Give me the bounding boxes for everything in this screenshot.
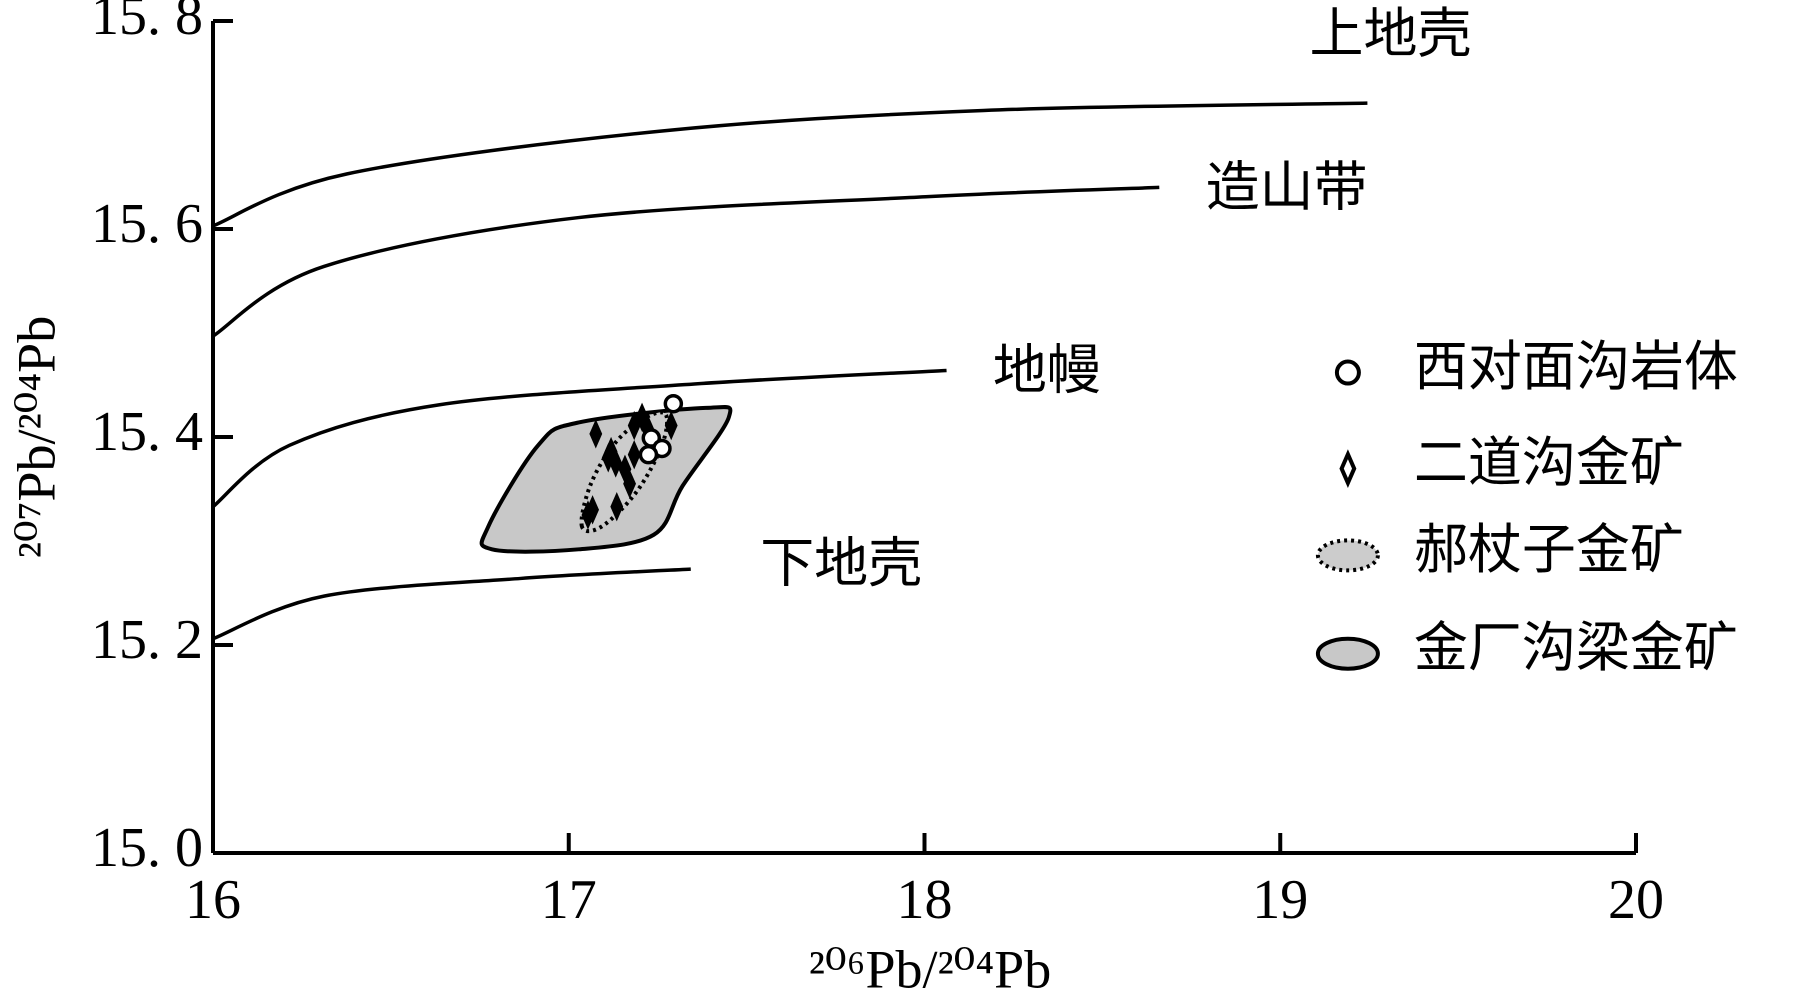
y-tick-label: 15. 4 (91, 401, 203, 463)
reference-curve (212, 185, 1160, 338)
point (601, 443, 615, 473)
legend-label: 金厂沟梁金矿 (1414, 618, 1738, 678)
point (589, 419, 603, 449)
curve-label: 下地壳 (760, 533, 922, 593)
x-tick-label: 17 (541, 869, 597, 931)
point (663, 393, 684, 414)
point (638, 444, 659, 465)
legend-label: 二道沟金矿 (1414, 433, 1684, 493)
curve-label: 上地壳 (1310, 4, 1472, 64)
legend-marker (1339, 449, 1357, 488)
legend-marker (1315, 636, 1380, 671)
y-tick-label: 15. 0 (91, 817, 203, 879)
x-axis-label: ²⁰⁶Pb/²⁰⁴Pb (809, 939, 1051, 999)
y-tick-label: 15. 2 (91, 609, 203, 671)
reference-curve (212, 101, 1368, 228)
x-tick-label: 18 (897, 869, 953, 931)
reference-curve (212, 567, 691, 641)
x-tick-label: 20 (1608, 869, 1664, 931)
reference-curve (211, 368, 947, 509)
legend-marker (1315, 538, 1380, 573)
legend-label: 西对面沟岩体 (1414, 337, 1738, 397)
curve-label: 地幔 (993, 341, 1101, 401)
y-tick-label: 15. 8 (91, 0, 203, 47)
point (664, 410, 678, 441)
legend-label: 郝杖子金矿 (1414, 520, 1684, 580)
legend-marker (1334, 359, 1361, 386)
curve-label: 造山带 (1206, 158, 1368, 218)
x-tick-label: 16 (185, 869, 241, 931)
y-tick-label: 15. 6 (91, 193, 203, 255)
x-tick-label: 19 (1252, 869, 1308, 931)
point (581, 500, 595, 530)
point (623, 469, 637, 499)
y-axis-label: ²⁰⁷Pb/²⁰⁴Pb (6, 316, 66, 558)
point (610, 492, 624, 522)
point (627, 440, 641, 470)
